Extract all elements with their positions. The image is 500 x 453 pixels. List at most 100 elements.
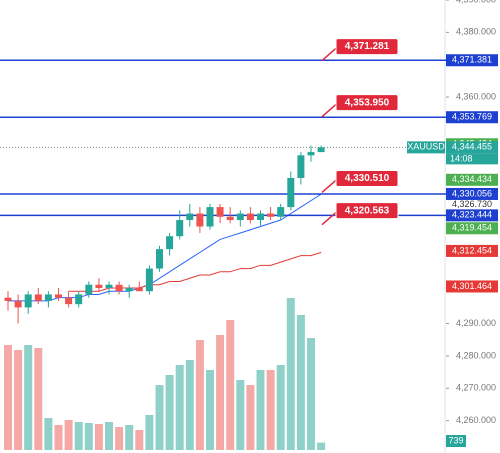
- volume-bar: [216, 335, 225, 450]
- candle-body: [115, 284, 123, 292]
- candle-body: [85, 284, 93, 295]
- countdown-badge: [446, 153, 498, 165]
- volume-bar: [317, 442, 326, 450]
- volume-bar: [155, 385, 164, 450]
- symbol-badge: [407, 141, 445, 154]
- level-label: 4,371.381: [452, 55, 492, 65]
- level-badge: [446, 54, 498, 67]
- level-badge: [446, 111, 498, 124]
- price-badge-label: 4,312.454: [452, 245, 492, 255]
- price-badge-label: 4,344.455: [452, 142, 492, 152]
- candle-body: [166, 236, 174, 250]
- volume-bar: [135, 430, 144, 450]
- symbol: XAUUSD: [407, 142, 445, 152]
- y-tick-label: 4,280.000: [456, 350, 496, 360]
- price-badge: [446, 280, 498, 293]
- volume-bar: [195, 340, 204, 450]
- volume-bar: [34, 348, 43, 450]
- candle-body: [277, 207, 285, 217]
- volume-label: 739: [448, 435, 463, 445]
- moving-average: [8, 193, 322, 302]
- candle-body: [24, 294, 32, 308]
- volume-bar: [24, 345, 33, 450]
- callout-label: 4,353.950: [345, 97, 390, 108]
- callout-arrow: [321, 46, 339, 62]
- candle-body: [206, 207, 214, 227]
- candle-body: [14, 300, 22, 308]
- volume-bar: [84, 423, 93, 450]
- volume-bar: [256, 370, 265, 450]
- price-badge-label: 4,334.434: [452, 174, 492, 184]
- level-badge: [446, 187, 498, 200]
- y-tick-label: 4,290.000: [456, 318, 496, 328]
- candle-body: [44, 294, 52, 301]
- callout-label: 4,371.281: [345, 41, 390, 52]
- callout-box: [335, 38, 399, 56]
- candle-body: [246, 213, 254, 221]
- volume-bar: [4, 345, 12, 450]
- callout-label: 4,320.563: [345, 205, 390, 216]
- candle-body: [257, 213, 264, 221]
- volume-bar: [276, 365, 285, 450]
- volume-bar: [105, 422, 113, 450]
- volume-bar: [94, 424, 103, 450]
- volume-bar: [125, 425, 134, 450]
- volume-bar: [185, 360, 194, 450]
- candle-body: [267, 213, 275, 217]
- price-badge: [446, 173, 498, 186]
- callout-label: 4,330.510: [345, 173, 390, 184]
- volume-bar: [286, 298, 295, 450]
- price-badge-label: 4,319.454: [452, 223, 492, 233]
- candle-body: [236, 213, 244, 221]
- candle-body: [226, 216, 234, 221]
- candle-body: [4, 297, 12, 301]
- candle-body: [287, 177, 295, 208]
- price-badge: [446, 141, 498, 154]
- price-badge-label: 4,301.464: [452, 281, 492, 291]
- volume-bar: [206, 370, 214, 450]
- volume-bar: [54, 425, 63, 450]
- candle-body: [105, 284, 113, 288]
- volume-bar: [307, 338, 315, 450]
- volume-bar: [14, 350, 23, 450]
- candle-body: [317, 147, 325, 153]
- moving-average: [68, 251, 322, 292]
- candle-body: [186, 213, 194, 221]
- candle-body: [145, 268, 153, 292]
- candle-body: [297, 155, 305, 178]
- level-label: 4,353.769: [452, 112, 492, 122]
- volume-badge: [446, 435, 466, 447]
- callout-box: [335, 94, 399, 112]
- y-tick-label: 4,360.000: [456, 91, 496, 101]
- callout-arrow: [321, 177, 339, 194]
- volume-bar: [226, 320, 235, 450]
- level-label: 4,330.056: [452, 188, 492, 198]
- price-badge: [446, 244, 498, 257]
- price-badge-label: 4,326.730: [452, 199, 492, 209]
- candle-body: [75, 294, 83, 305]
- candle-body: [65, 297, 73, 305]
- volume-bar: [236, 380, 245, 450]
- volume-bar: [296, 315, 305, 450]
- level-badge: [446, 209, 498, 222]
- volume-bar: [64, 420, 73, 450]
- candle-body: [95, 284, 103, 288]
- candle-body: [176, 220, 184, 237]
- volume-bar: [145, 415, 154, 450]
- volume-bar: [44, 418, 53, 450]
- volume-bar: [246, 385, 255, 450]
- volume-bar: [266, 370, 275, 450]
- candle-body: [196, 213, 204, 227]
- y-tick-label: 4,380.000: [456, 27, 496, 37]
- volume-bar: [115, 427, 124, 450]
- volume-bar: [165, 375, 174, 450]
- y-tick-label: 4,390.000: [456, 0, 496, 4]
- candle-body: [307, 152, 315, 156]
- callout-box: [335, 169, 399, 187]
- candle-body: [125, 287, 133, 292]
- volume-bar: [175, 365, 184, 450]
- level-label: 4,323.444: [452, 210, 492, 220]
- volume-bar: [74, 422, 83, 450]
- price-badge: [446, 222, 498, 235]
